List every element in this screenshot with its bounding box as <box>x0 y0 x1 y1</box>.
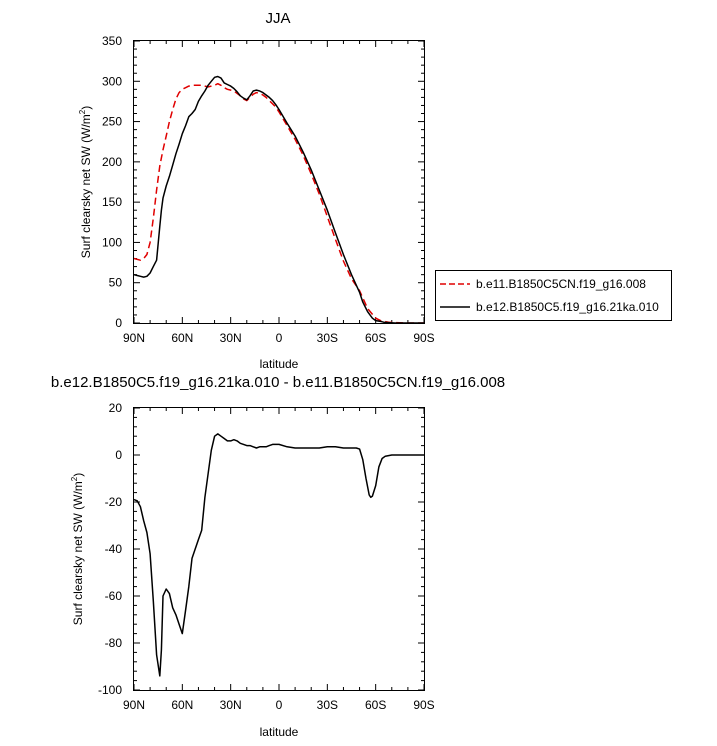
bottom-xtick-label: 90N <box>123 698 145 712</box>
legend-box <box>435 270 672 321</box>
bottom-xtick-label: 60N <box>171 698 193 712</box>
top-ytick-label: 0 <box>115 316 122 330</box>
bottom-ytick-label: -40 <box>105 542 123 556</box>
top-chart-ticks: 90N 60N 30N 0 30S 60S 90S 0 50 100 150 200 250 300 350 <box>102 34 435 345</box>
top-chart: JJA 90N 60N 30N 0 30S 60S 90S 0 50 100 150 200 250 30… <box>78 10 672 371</box>
top-chart-ylabel: Surf clearsky net SW (W/m2) <box>78 106 93 258</box>
top-ytick-label: 200 <box>102 155 122 169</box>
top-chart-title: JJA <box>265 10 290 27</box>
bottom-chart-ylabel: Surf clearsky net SW (W/m2) <box>70 473 85 625</box>
top-xtick-label: 0 <box>276 331 283 345</box>
bottom-xtick-label: 60S <box>365 698 386 712</box>
top-chart-xlabel: latitude <box>260 357 299 371</box>
bottom-ylabel-close: ) <box>71 473 85 477</box>
bottom-chart-title: b.e12.B1850C5.f19_g16.21ka.010 - b.e11.B… <box>51 374 505 391</box>
bottom-xtick-label: 90S <box>413 698 434 712</box>
top-ytick-label: 50 <box>109 276 123 290</box>
top-ytick-label: 250 <box>102 115 122 129</box>
top-chart-frame <box>133 40 425 324</box>
bottom-ytick-label: -20 <box>105 495 123 509</box>
bottom-ylabel-main: Surf clearsky net SW (W/m <box>71 481 85 625</box>
top-xtick-label: 60N <box>171 331 193 345</box>
bottom-ylabel-sup: 2 <box>70 476 79 481</box>
top-series-line-1 <box>133 82 424 324</box>
bottom-xtick-label: 30S <box>317 698 338 712</box>
top-xtick-label: 30S <box>317 331 338 345</box>
bottom-xtick-label: 0 <box>276 698 283 712</box>
top-ytick-label: 100 <box>102 235 122 249</box>
top-ylabel-close: ) <box>79 106 93 110</box>
bottom-chart-frame <box>133 407 425 691</box>
bottom-ytick-label: 20 <box>109 401 123 415</box>
bottom-series-line-1 <box>133 433 424 677</box>
top-ylabel-sup: 2 <box>78 109 87 114</box>
bottom-chart-plot <box>133 433 424 677</box>
bottom-chart-xlabel: latitude <box>260 725 299 739</box>
legend-label-series-2: b.e12.B1850C5.f19_g16.21ka.010 <box>476 300 659 314</box>
top-xtick-label: 90S <box>413 331 434 345</box>
bottom-ytick-label: -60 <box>105 589 123 603</box>
bottom-chart-ticks: 90N 60N 30N 0 30S 60S 90S -100 -80 -60 -40 -20 0 20 <box>98 401 435 712</box>
top-ylabel-main: Surf clearsky net SW (W/m <box>79 114 93 258</box>
top-ytick-label: 350 <box>102 34 122 48</box>
top-xtick-label: 60S <box>365 331 386 345</box>
top-ytick-label: 300 <box>102 74 122 88</box>
bottom-ytick-label: -100 <box>98 683 122 697</box>
top-chart-legend: b.e11.B1850C5CN.f19_g16.008 b.e12.B1850C… <box>435 270 672 321</box>
top-series-line-2 <box>133 75 424 324</box>
bottom-xtick-label: 30N <box>220 698 242 712</box>
bottom-chart: b.e12.B1850C5.f19_g16.21ka.010 - b.e11.B… <box>51 374 505 739</box>
legend-label-series-1: b.e11.B1850C5CN.f19_g16.008 <box>476 277 646 291</box>
top-ytick-label: 150 <box>102 195 122 209</box>
top-xtick-label: 90N <box>123 331 145 345</box>
top-chart-plot <box>133 75 424 324</box>
bottom-ytick-label: 0 <box>115 448 122 462</box>
top-xtick-label: 30N <box>220 331 242 345</box>
bottom-ytick-label: -80 <box>105 636 123 650</box>
